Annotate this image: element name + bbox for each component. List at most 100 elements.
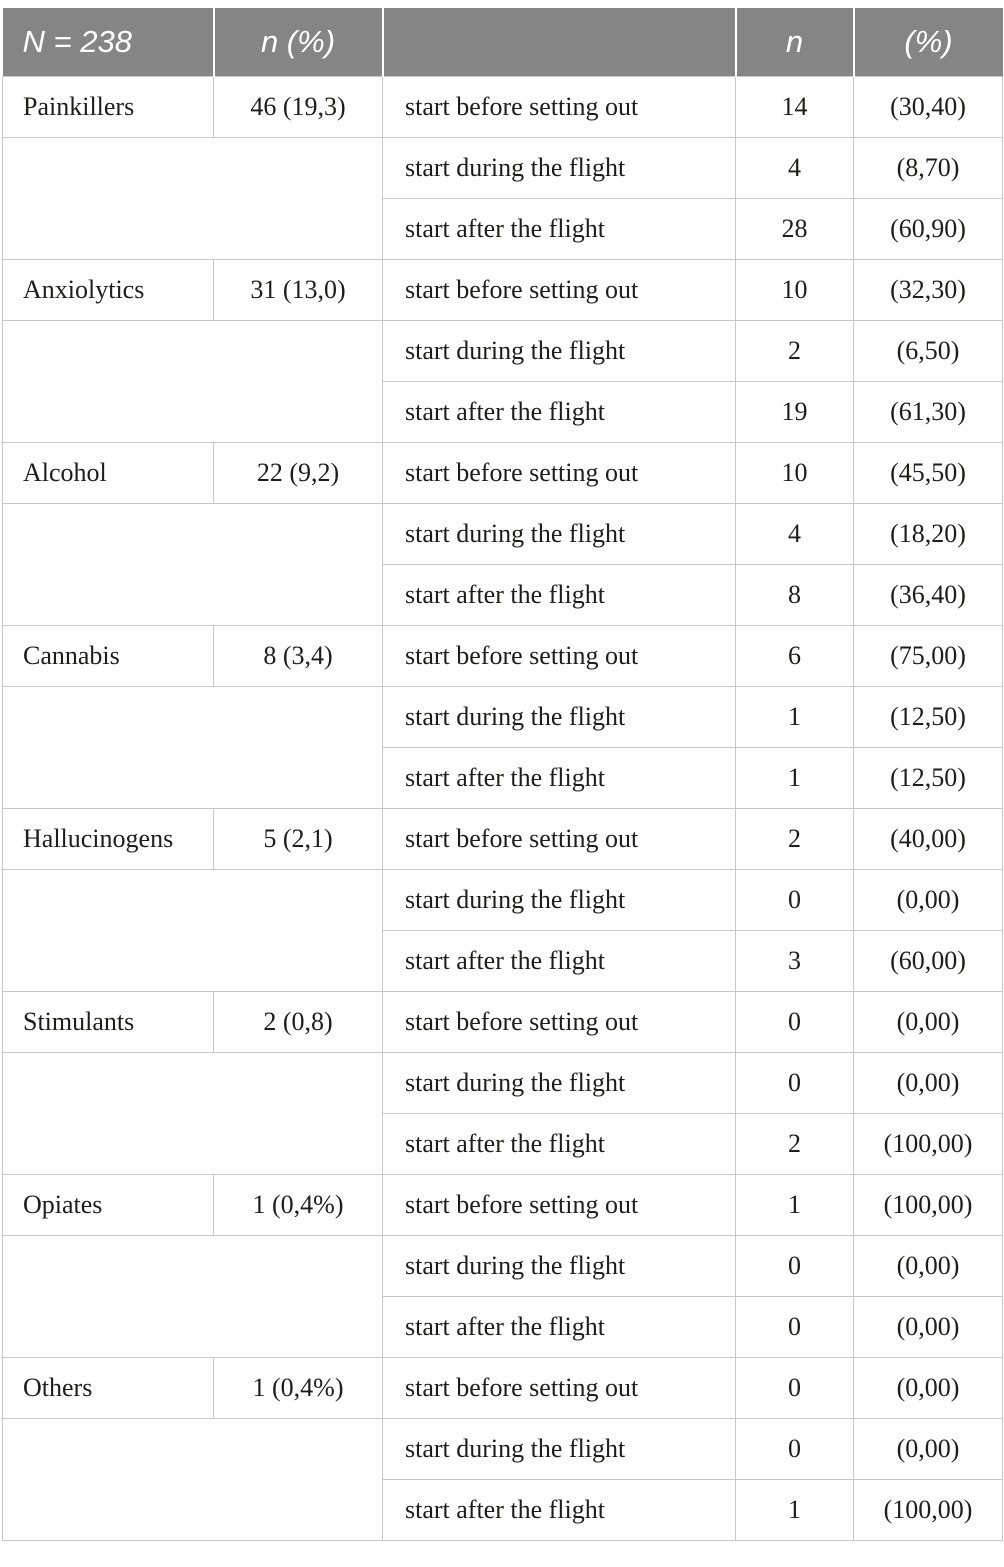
table-row: start during the flight 0 (0,00) [2,1418,1003,1541]
pct-value-cell: (45,50) [853,442,1003,504]
pct-value-cell: (0,00) [853,869,1003,931]
merged-blank-cell [2,320,383,443]
n-value-cell: 0 [735,1052,854,1114]
table-row: Opiates 1 (0,4%) start before setting ou… [2,1174,1003,1236]
timing-label-cell: start during the flight [382,1052,736,1114]
table-row: Hallucinogens 5 (2,1) start before setti… [2,808,1003,870]
n-value-cell: 1 [735,1479,854,1541]
table-row: start after the flight 3 (60,00) [3,930,1003,992]
n-value-cell: 28 [735,198,854,260]
table-row: start after the flight 8 (36,40) [3,564,1003,626]
drug-total-cell: 46 (19,3) [213,76,383,138]
pct-value-cell: (30,40) [853,76,1003,138]
timing-label-cell: start during the flight [382,1235,736,1297]
timing-label-cell: start during the flight [382,503,736,565]
table-row: Cannabis 8 (3,4) start before setting ou… [2,625,1003,687]
table-row: start during the flight 2 (6,50) [2,320,1003,443]
timing-label-cell: start after the flight [382,1296,736,1358]
n-value-cell: 0 [735,991,854,1053]
n-value-cell: 6 [735,625,854,687]
pct-value-cell: (0,00) [853,1235,1003,1297]
merged-blank-cell [2,1052,383,1175]
table-row: start during the flight 0 (0,00) [2,1235,1003,1358]
table-row: start after the flight 28 (60,90) [3,198,1003,260]
n-value-cell: 0 [735,1296,854,1358]
drug-name-cell: Opiates [2,1174,214,1236]
drug-name-cell: Painkillers [2,76,214,138]
table-row: start during the flight 0 (0,00) [2,1052,1003,1175]
table-row: start after the flight 0 (0,00) [3,1296,1003,1358]
header-n: n [735,8,855,77]
drug-total-cell: 22 (9,2) [213,442,383,504]
timing-label-cell: start after the flight [382,747,736,809]
n-value-cell: 1 [735,1174,854,1236]
pct-value-cell: (0,00) [853,991,1003,1053]
pct-value-cell: (100,00) [853,1479,1003,1541]
n-value-cell: 2 [735,320,854,382]
timing-label-cell: start after the flight [382,930,736,992]
n-value-cell: 0 [735,1418,854,1480]
pct-value-cell: (100,00) [853,1174,1003,1236]
timing-label-cell: start before setting out [382,76,736,138]
drug-total-cell: 5 (2,1) [213,808,383,870]
pct-value-cell: (100,00) [853,1113,1003,1175]
table-row: start after the flight 1 (12,50) [3,747,1003,809]
table-row: start during the flight 4 (18,20) [2,503,1003,626]
timing-label-cell: start after the flight [382,1113,736,1175]
n-value-cell: 3 [735,930,854,992]
timing-label-cell: start during the flight [382,320,736,382]
pct-value-cell: (6,50) [853,320,1003,382]
timing-label-cell: start before setting out [382,991,736,1053]
merged-blank-cell [2,503,383,626]
drug-name-cell: Alcohol [2,442,214,504]
table-row: start after the flight 2 (100,00) [3,1113,1003,1175]
n-value-cell: 14 [735,76,854,138]
n-value-cell: 10 [735,259,854,321]
merged-blank-cell [2,1235,383,1358]
n-value-cell: 4 [735,503,854,565]
header-pct: (%) [853,8,1003,77]
table-row: Painkillers 46 (19,3) start before setti… [2,76,1003,138]
n-value-cell: 1 [735,686,854,748]
drug-total-cell: 8 (3,4) [213,625,383,687]
table-row: Stimulants 2 (0,8) start before setting … [2,991,1003,1053]
table-row: start during the flight 4 (8,70) [2,137,1003,260]
timing-label-cell: start after the flight [382,564,736,626]
table-row: start after the flight 1 (100,00) [3,1479,1003,1541]
drug-name-cell: Anxiolytics [2,259,214,321]
header-n-pct: n (%) [213,8,384,77]
timing-label-cell: start during the flight [382,1418,736,1480]
table-row: Alcohol 22 (9,2) start before setting ou… [2,442,1003,504]
pct-value-cell: (12,50) [853,686,1003,748]
n-value-cell: 0 [735,869,854,931]
header-timing-empty [382,8,737,77]
pct-value-cell: (32,30) [853,259,1003,321]
table-row: start after the flight 19 (61,30) [3,381,1003,443]
pct-value-cell: (60,90) [853,198,1003,260]
pct-value-cell: (61,30) [853,381,1003,443]
timing-label-cell: start before setting out [382,1357,736,1419]
merged-blank-cell [2,686,383,809]
timing-label-cell: start after the flight [382,198,736,260]
timing-label-cell: start after the flight [382,1479,736,1541]
timing-label-cell: start before setting out [382,259,736,321]
timing-label-cell: start before setting out [382,442,736,504]
pct-value-cell: (0,00) [853,1052,1003,1114]
timing-label-cell: start before setting out [382,808,736,870]
timing-label-cell: start before setting out [382,625,736,687]
timing-label-cell: start after the flight [382,381,736,443]
drug-name-cell: Hallucinogens [2,808,214,870]
n-value-cell: 2 [735,1113,854,1175]
n-value-cell: 10 [735,442,854,504]
table-row: start during the flight 0 (0,00) [2,869,1003,992]
pct-value-cell: (8,70) [853,137,1003,199]
pct-value-cell: (75,00) [853,625,1003,687]
n-value-cell: 0 [735,1357,854,1419]
n-value-cell: 4 [735,137,854,199]
n-value-cell: 0 [735,1235,854,1297]
timing-label-cell: start during the flight [382,869,736,931]
table-row: start during the flight 1 (12,50) [2,686,1003,809]
merged-blank-cell [2,137,383,260]
timing-label-cell: start during the flight [382,137,736,199]
table-row: Anxiolytics 31 (13,0) start before setti… [2,259,1003,321]
